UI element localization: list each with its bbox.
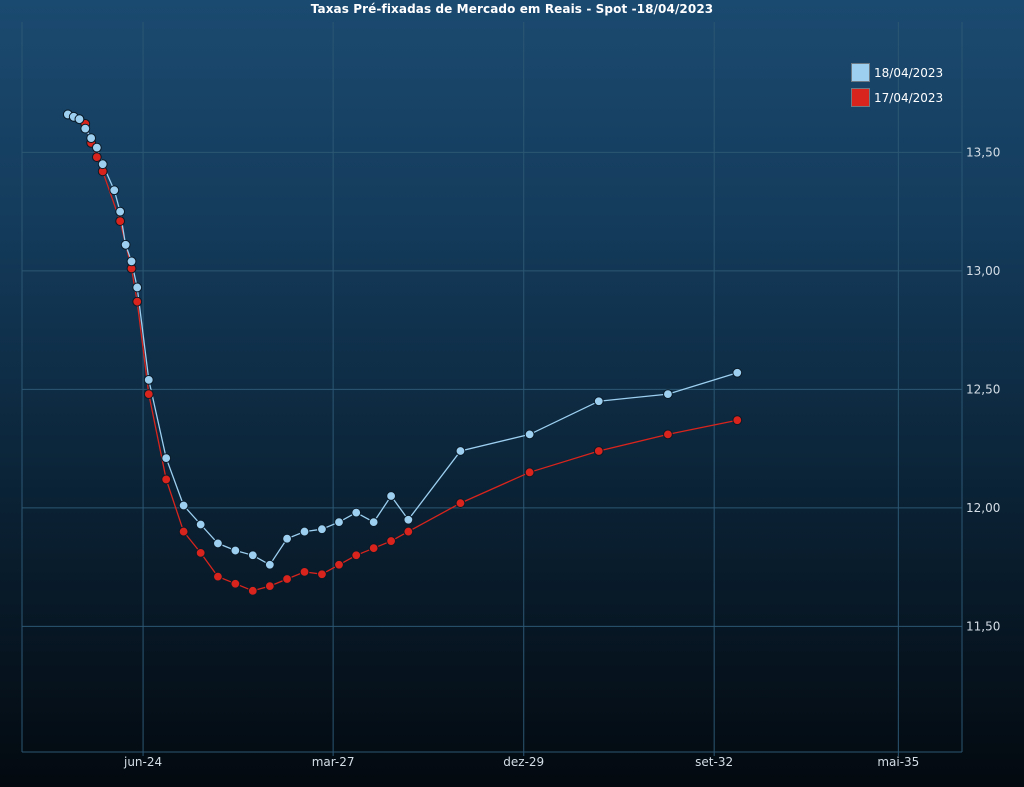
data-point-series-0 [195, 519, 206, 530]
data-point-series-1 [115, 216, 126, 226]
data-point-series-0 [299, 526, 310, 537]
data-point-series-0 [120, 239, 131, 250]
data-point-series-1 [195, 548, 206, 558]
data-point-series-1 [368, 543, 379, 554]
data-point-series-1 [663, 429, 673, 440]
data-point-series-0 [282, 533, 292, 544]
data-point-series-0 [132, 282, 143, 293]
chart-legend: 18/04/2023 17/04/2023 [851, 60, 943, 110]
data-point-series-0 [455, 446, 466, 456]
data-point-series-0 [317, 524, 327, 535]
legend-swatch-series-a [851, 63, 870, 82]
data-point-series-0 [247, 550, 258, 561]
data-point-series-1 [403, 526, 414, 537]
x-tick-label: mai-35 [877, 755, 919, 769]
data-point-series-0 [230, 545, 241, 556]
data-point-series-0 [80, 123, 91, 134]
data-point-series-0 [368, 517, 379, 527]
series-line-0 [67, 113, 738, 566]
data-point-series-0 [334, 517, 344, 527]
data-point-series-0 [91, 142, 102, 153]
data-point-series-1 [317, 569, 327, 580]
data-point-series-1 [386, 536, 397, 546]
y-tick-label: 13,00 [966, 264, 1000, 278]
data-point-series-0 [213, 538, 223, 549]
data-point-series-0 [126, 256, 137, 267]
x-tick-label: dez-29 [503, 755, 544, 769]
data-point-series-0 [161, 453, 172, 464]
data-point-series-1 [299, 566, 310, 577]
data-point-series-0 [732, 367, 743, 378]
data-point-series-0 [593, 396, 604, 407]
data-point-series-1 [161, 474, 172, 485]
legend-label-series-b: 17/04/2023 [874, 90, 944, 105]
data-point-series-1 [264, 581, 275, 591]
x-tick-label: set-32 [695, 755, 733, 769]
data-point-series-0 [663, 389, 673, 400]
data-point-series-1 [593, 446, 604, 456]
y-tick-label: 13,50 [966, 145, 1000, 159]
data-point-series-1 [91, 152, 102, 162]
data-point-series-0 [351, 507, 362, 518]
data-point-series-1 [732, 415, 743, 426]
data-point-series-1 [213, 571, 223, 582]
data-point-series-1 [524, 467, 535, 478]
data-point-series-1 [455, 498, 466, 509]
data-point-series-0 [97, 159, 108, 170]
data-point-series-0 [74, 114, 85, 125]
data-point-series-0 [86, 133, 97, 144]
y-tick-label: 12,50 [966, 382, 1000, 396]
data-point-series-1 [334, 559, 344, 570]
data-point-series-0 [524, 429, 535, 440]
data-point-series-0 [143, 374, 154, 385]
data-point-series-0 [403, 514, 414, 525]
data-point-series-0 [178, 500, 189, 511]
data-point-series-1 [282, 574, 292, 584]
y-tick-label: 12,00 [966, 501, 1000, 515]
series-line-1 [67, 113, 738, 592]
data-point-series-1 [178, 526, 189, 537]
x-tick-label: jun-24 [123, 755, 162, 769]
data-point-series-0 [109, 185, 120, 196]
chart-title: Taxas Pré-fixadas de Mercado em Reais - … [310, 2, 714, 16]
data-point-series-1 [230, 578, 241, 589]
legend-item-series-b[interactable]: 17/04/2023 [851, 85, 943, 110]
data-point-series-0 [386, 491, 397, 501]
legend-label-series-a: 18/04/2023 [874, 65, 944, 80]
data-point-series-1 [247, 585, 258, 596]
x-tick-label: mar-27 [312, 755, 355, 769]
data-point-series-1 [351, 550, 362, 561]
legend-item-series-a[interactable]: 18/04/2023 [851, 60, 943, 85]
data-point-series-1 [132, 296, 143, 307]
data-point-series-0 [115, 206, 126, 217]
data-point-series-1 [143, 389, 154, 400]
data-point-series-0 [264, 559, 275, 570]
y-tick-label: 11,50 [966, 619, 1000, 633]
legend-swatch-series-b [851, 88, 870, 107]
